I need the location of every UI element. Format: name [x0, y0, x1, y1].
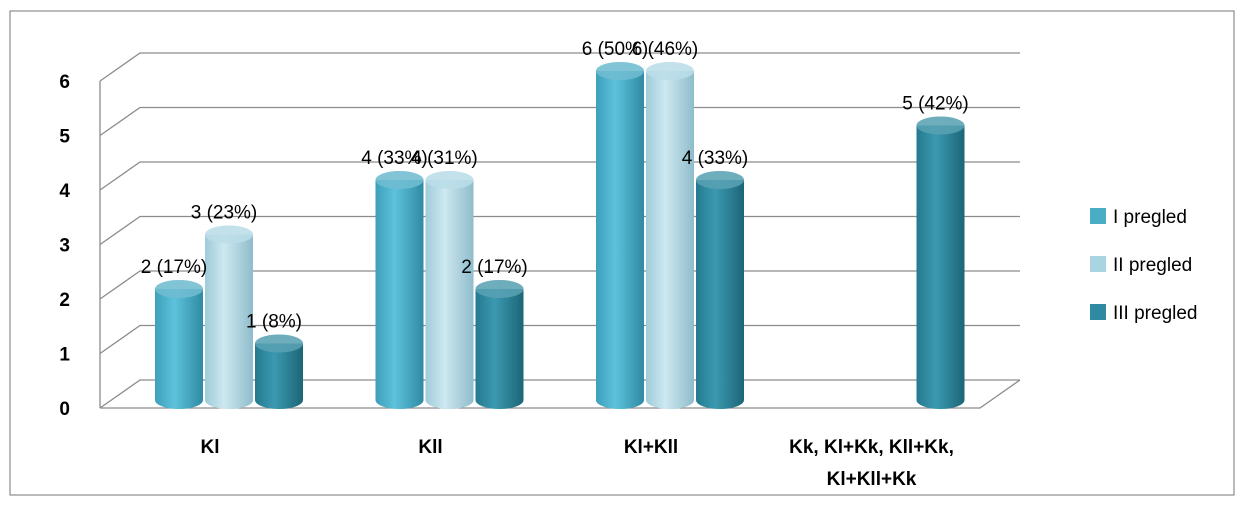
bar-body — [696, 180, 744, 409]
bar — [916, 116, 965, 410]
x-tick-label: Kl+Kll — [624, 437, 678, 458]
y-axis: 0 1 2 3 4 5 6 — [59, 72, 70, 420]
bar-top-highlight — [475, 280, 524, 298]
bar-top — [255, 334, 303, 353]
bar-top-highlight — [255, 334, 303, 353]
y-tick-label: 2 — [59, 290, 70, 311]
data-label: 2 (17%) — [141, 257, 208, 278]
bar-top-highlight — [696, 171, 744, 189]
bar-top-highlight — [425, 171, 474, 189]
y-tick-label: 1 — [59, 345, 70, 366]
bar-body — [596, 71, 644, 409]
bar — [255, 334, 303, 409]
data-label: 6 (46%) — [632, 39, 699, 60]
bar-top — [916, 116, 965, 135]
bar-top — [596, 62, 644, 80]
gridline — [99, 161, 1020, 191]
y-tick-label: 4 — [59, 181, 70, 202]
bar-body — [155, 289, 203, 409]
legend: I pregled II pregled III pregled — [1090, 207, 1198, 324]
bar-top-highlight — [155, 280, 203, 298]
bars: 2 (17%)3 (23%)1 (8%)4 (33%)4 (31%)2 (17%… — [141, 39, 969, 410]
data-label: 2 (17%) — [461, 257, 528, 278]
bar-top-highlight — [375, 171, 424, 189]
data-label: 4 (33%) — [682, 148, 749, 169]
bar — [696, 171, 744, 409]
bar-top-highlight — [916, 116, 965, 135]
data-label: 4 (33%) — [361, 148, 428, 169]
bar-body — [425, 180, 474, 410]
y-tick-label: 5 — [59, 127, 70, 148]
bar-top — [425, 171, 474, 189]
data-label: 4 (31%) — [411, 148, 478, 169]
bar-top — [205, 225, 253, 244]
legend-label: I pregled — [1113, 207, 1187, 228]
legend-item: III pregled — [1090, 303, 1198, 324]
bar-body — [916, 125, 965, 410]
bar-top — [475, 280, 524, 298]
x-tick-label: Kk, Kl+Kk, Kll+Kk, — [789, 437, 954, 458]
legend-item: II pregled — [1090, 255, 1192, 276]
legend-label: II pregled — [1113, 255, 1192, 276]
data-label: 6 (50%) — [582, 39, 649, 60]
bar-top-highlight — [205, 225, 253, 244]
x-tick-label: Kl — [201, 437, 220, 458]
legend-swatch — [1090, 304, 1106, 320]
x-tick-label: Kl+Kll+Kk — [827, 469, 917, 490]
bar — [646, 62, 694, 409]
bar-body — [205, 234, 253, 409]
data-label: 3 (23%) — [191, 203, 258, 224]
bar — [155, 280, 203, 409]
bar-body — [375, 180, 424, 410]
bar — [375, 171, 424, 410]
legend-swatch — [1090, 208, 1106, 224]
x-axis: Kl Kll Kl+Kll Kk, Kl+Kk, Kll+Kk, Kl+Kll+Kk — [201, 437, 954, 490]
y-tick-label: 3 — [59, 236, 70, 257]
data-label: 5 (42%) — [902, 94, 969, 115]
bar-body — [255, 343, 303, 409]
data-label: 1 (8%) — [246, 312, 302, 333]
bar-top — [646, 62, 694, 80]
bar — [475, 280, 524, 410]
x-tick-label: Kll — [418, 437, 442, 458]
legend-swatch — [1090, 256, 1106, 272]
y-tick-label: 0 — [59, 399, 70, 420]
bar-top-highlight — [646, 62, 694, 80]
y-tick-label: 6 — [59, 72, 70, 93]
bar — [425, 171, 474, 410]
bar — [205, 225, 253, 409]
bar-top-highlight — [596, 62, 644, 80]
bar-body — [475, 289, 524, 410]
bar-top — [155, 280, 203, 298]
legend-label: III pregled — [1113, 303, 1198, 324]
bar-top — [375, 171, 424, 189]
gridline — [99, 52, 1020, 82]
bar-top — [696, 171, 744, 189]
bar-body — [646, 71, 694, 409]
gridline — [99, 106, 1020, 137]
legend-item: I pregled — [1090, 207, 1187, 228]
bar — [596, 62, 644, 409]
